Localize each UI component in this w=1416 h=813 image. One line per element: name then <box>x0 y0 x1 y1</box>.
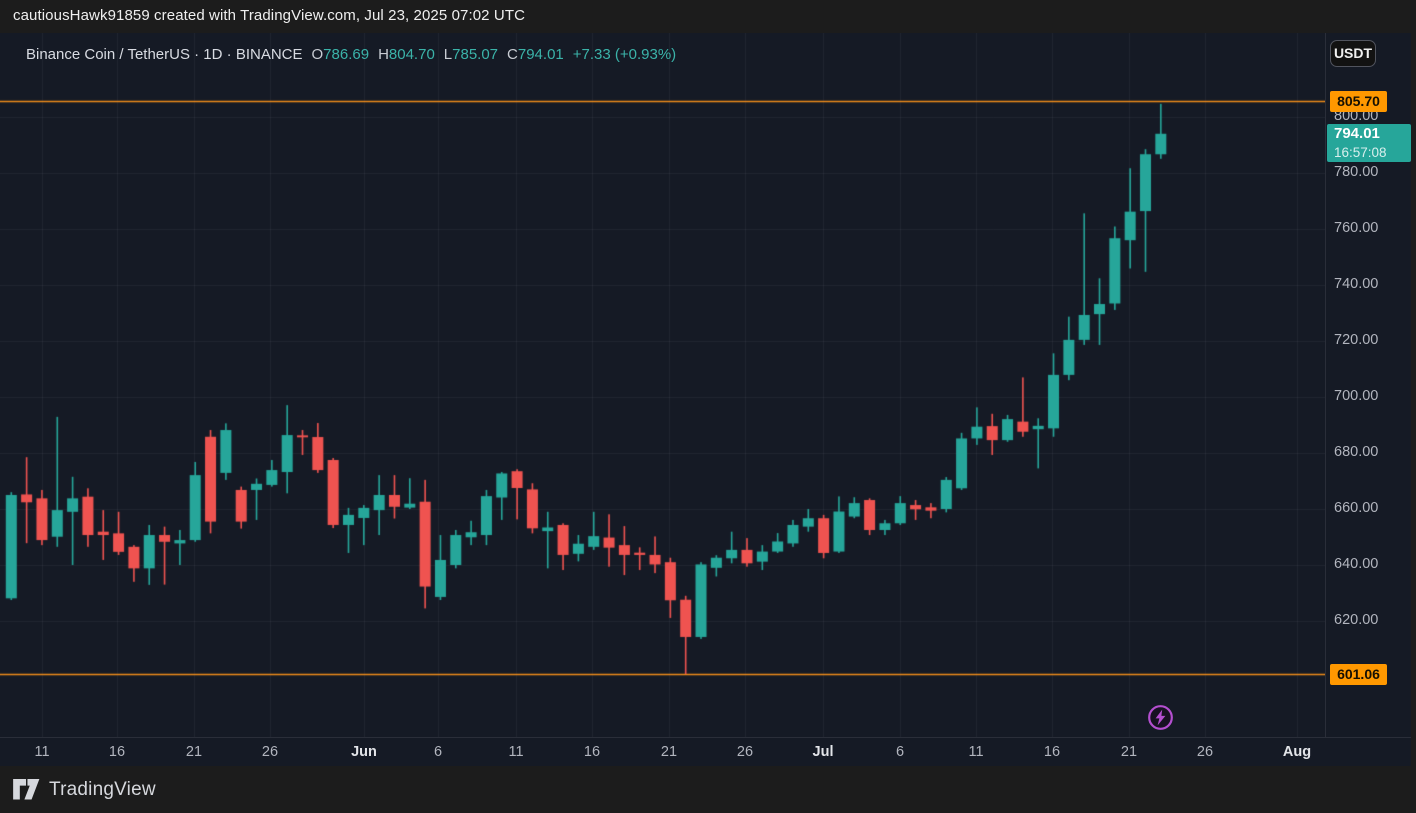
high-value: 804.70 <box>388 46 435 63</box>
last-price-badge: 794.01 16:57:08 <box>1327 123 1411 162</box>
tradingview-logo-text: TradingView <box>49 778 156 800</box>
time-axis[interactable]: 11 16 21 26 Jun 6 11 16 21 26 Jul 6 11 16 21 26 Aug <box>0 737 1411 766</box>
price-tick-label: 660.00 <box>1334 500 1379 516</box>
time-tick-label: 21 <box>660 744 678 760</box>
time-tick-label: Aug <box>1282 744 1312 760</box>
attribution-text: cautiousHawk91859 created with TradingVi… <box>13 7 526 24</box>
low-value: 785.07 <box>452 46 499 63</box>
time-tick-label: 26 <box>736 744 754 760</box>
time-tick-label: Jul <box>812 744 834 760</box>
price-line-label-high: 805.70 <box>1330 90 1387 112</box>
tradingview-logo-icon <box>13 779 40 800</box>
footer-bar: TradingView <box>0 766 1416 813</box>
price-line-label-low: 601.06 <box>1330 663 1387 685</box>
change-value: +7.33 (+0.93%) <box>572 46 677 63</box>
close-label: C <box>507 46 518 63</box>
price-tick-label: 800.00 <box>1334 108 1379 124</box>
currency-toggle-button[interactable]: USDT <box>1330 40 1376 67</box>
time-tick-label: 16 <box>108 744 126 760</box>
price-tick-label: 720.00 <box>1334 332 1379 348</box>
time-tick-label: 11 <box>34 744 50 760</box>
time-tick-label: Jun <box>351 744 377 760</box>
high-label: H <box>378 46 389 63</box>
time-tick-label: 11 <box>508 744 524 760</box>
price-tick-label: 680.00 <box>1334 444 1379 460</box>
tradingview-logo[interactable]: TradingView <box>13 779 156 801</box>
price-axis[interactable]: USDT 800.00 780.00 760.00 740.00 720.00 700.0… <box>1325 33 1411 766</box>
price-tick-label: 640.00 <box>1334 556 1379 572</box>
price-tick-label: 780.00 <box>1334 164 1379 180</box>
price-tick-label: 700.00 <box>1334 388 1379 404</box>
attribution-bar: cautiousHawk91859 created with TradingVi… <box>0 0 1416 33</box>
lightning-icon[interactable] <box>1147 704 1174 731</box>
time-tick-label: 21 <box>185 744 203 760</box>
symbol-ohlc-header: Binance Coin / TetherUS · 1D · BINANCE O7… <box>26 46 676 63</box>
price-tick-label: 620.00 <box>1334 612 1379 628</box>
price-tick-label: 760.00 <box>1334 220 1379 236</box>
low-label: L <box>443 46 453 63</box>
candlestick-chart[interactable] <box>0 33 1325 737</box>
time-tick-label: 6 <box>895 744 905 760</box>
symbol-title: Binance Coin / TetherUS · 1D · BINANCE <box>26 46 303 63</box>
close-value: 794.01 <box>517 46 564 63</box>
chart-window: Binance Coin / TetherUS · 1D · BINANCE O7… <box>0 33 1411 766</box>
time-tick-label: 26 <box>261 744 279 760</box>
last-price-value: 794.01 <box>1334 124 1380 142</box>
time-tick-label: 16 <box>1043 744 1061 760</box>
time-tick-label: 21 <box>1120 744 1138 760</box>
price-tick-label: 740.00 <box>1334 276 1379 292</box>
bar-countdown: 16:57:08 <box>1334 144 1387 160</box>
time-tick-label: 11 <box>968 744 984 760</box>
chart-pane[interactable]: Binance Coin / TetherUS · 1D · BINANCE O7… <box>0 33 1325 737</box>
open-value: 786.69 <box>323 46 370 63</box>
open-label: O <box>311 46 324 63</box>
time-tick-label: 16 <box>583 744 601 760</box>
time-tick-label: 6 <box>433 744 443 760</box>
time-tick-label: 26 <box>1196 744 1214 760</box>
